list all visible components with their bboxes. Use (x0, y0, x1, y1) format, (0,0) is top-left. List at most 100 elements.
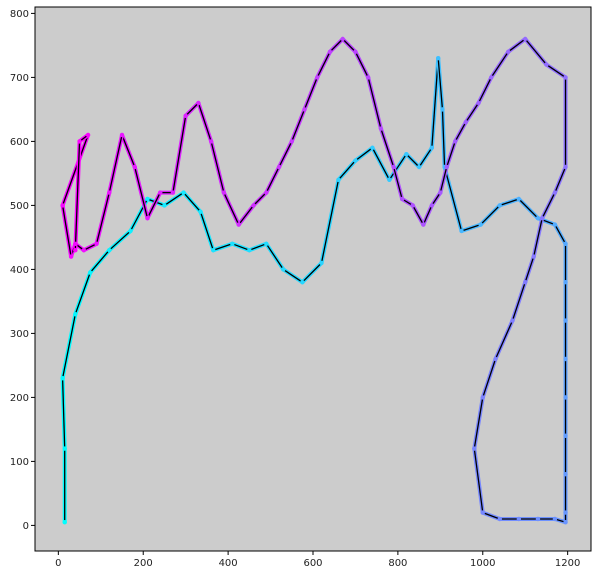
path-point (523, 36, 528, 42)
path-point (221, 190, 227, 195)
path-point (196, 100, 201, 106)
path-point (62, 446, 67, 451)
path-segment (473, 397, 484, 449)
path-segment (494, 320, 514, 360)
path-segment (393, 166, 403, 200)
path-segment (278, 141, 293, 168)
x-tick-label: 200 (134, 558, 153, 569)
path-point (563, 318, 568, 323)
path-segment (238, 205, 255, 225)
path-segment (108, 230, 131, 251)
path-segment (554, 224, 567, 245)
path-point (480, 510, 485, 515)
path-point (552, 222, 558, 227)
path-point (563, 472, 568, 477)
x-tick-label: 0 (55, 558, 61, 569)
path-segment (74, 272, 91, 315)
path-point (145, 216, 150, 221)
path-segment (320, 179, 340, 264)
path-segment (265, 166, 280, 193)
path-segment (355, 147, 373, 162)
path-point (476, 100, 481, 106)
path-segment (232, 243, 250, 251)
path-point (563, 280, 568, 285)
path-point (516, 516, 522, 522)
path-segment (61, 134, 89, 206)
path-point (410, 203, 415, 208)
tour-path (60, 37, 568, 525)
path-segment (412, 205, 424, 225)
path-point (404, 152, 409, 157)
path-point (107, 248, 112, 253)
path-segment (108, 134, 123, 193)
path-point (535, 516, 541, 522)
y-tick-label: 400 (10, 265, 29, 276)
path-point (62, 520, 67, 525)
path-point (198, 209, 203, 214)
path-point (523, 280, 528, 285)
x-tick-label: 600 (303, 558, 322, 569)
path-point (429, 203, 435, 208)
path-point (440, 107, 445, 112)
path-segment (282, 268, 303, 283)
path-segment (422, 205, 433, 225)
path-segment (480, 204, 501, 226)
path-point (478, 222, 483, 227)
path-segment (546, 64, 566, 78)
path-segment (213, 243, 233, 251)
path-point (289, 139, 294, 144)
path-point (73, 312, 78, 317)
path-segment (439, 166, 448, 193)
path-point (444, 164, 449, 170)
path-segment (511, 281, 526, 321)
path-segment (388, 153, 407, 181)
path-point (60, 203, 65, 208)
x-tick-label: 800 (388, 558, 407, 569)
path-point (472, 446, 477, 451)
path-segment (172, 115, 187, 193)
path-point (544, 62, 549, 67)
path-point (563, 395, 568, 400)
path-segment (446, 141, 456, 168)
path-segment (465, 102, 480, 123)
path-segment (524, 38, 547, 66)
path-point (429, 145, 435, 150)
y-tick-label: 800 (10, 9, 29, 20)
path-point (353, 49, 358, 54)
x-tick-label: 1200 (555, 558, 580, 569)
path-segment (134, 166, 149, 219)
path-point (251, 203, 256, 208)
path-point (463, 120, 468, 125)
path-segment (183, 192, 202, 213)
path-segment (249, 243, 267, 251)
path-point (497, 516, 502, 522)
path-segment (499, 198, 520, 207)
path-point (247, 248, 252, 253)
path-point (158, 190, 163, 195)
path-segment (443, 166, 463, 232)
path-segment (541, 192, 556, 219)
path-segment (437, 58, 444, 110)
path-segment (61, 314, 76, 379)
path-point (264, 190, 269, 195)
path-segment (507, 38, 526, 53)
path-segment (367, 77, 382, 129)
path-point (563, 520, 568, 525)
path-segment (74, 141, 81, 251)
path-segment (61, 205, 72, 257)
path-point (119, 132, 125, 138)
path-segment (441, 109, 446, 168)
x-tick-label: 1000 (470, 558, 495, 569)
y-tick-label: 300 (10, 329, 29, 340)
path-point (391, 164, 396, 170)
path-point (107, 190, 112, 195)
path-segment (164, 192, 184, 206)
path-point (539, 216, 545, 221)
path-point (211, 248, 216, 253)
path-segment (380, 128, 395, 168)
path-point (365, 75, 371, 80)
plot-area-background (35, 7, 591, 551)
path-segment (418, 147, 433, 168)
path-point (181, 190, 186, 195)
path-point (497, 203, 502, 208)
